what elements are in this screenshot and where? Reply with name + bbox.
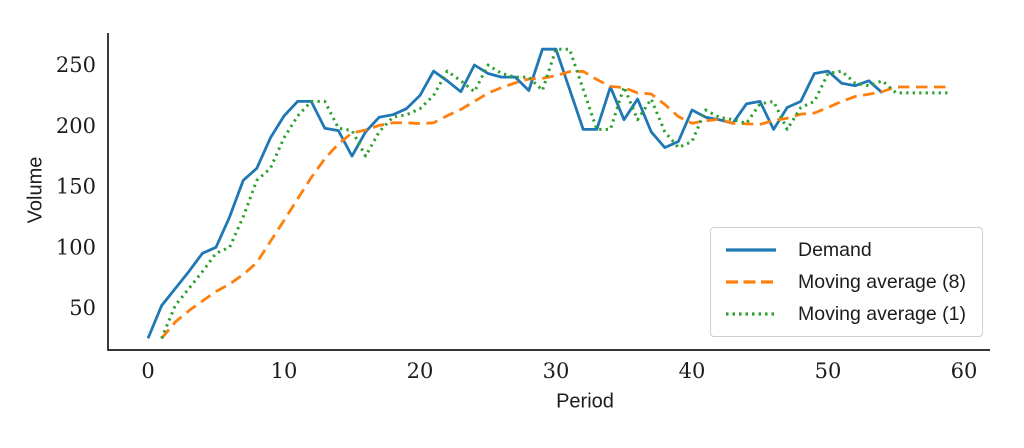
moving-average-1-line (160, 47, 951, 339)
legend-label-moving-average-1: Moving average (1) (798, 302, 966, 325)
x-tick-label: 0 (141, 359, 154, 383)
legend-item-moving-average-8: Moving average (8) (725, 266, 972, 298)
x-tick-label: 30 (543, 359, 570, 383)
legend: Demand Moving average (8) Moving average… (710, 227, 983, 337)
legend-item-demand: Demand (725, 234, 972, 266)
y-axis-title: Volume (24, 156, 47, 224)
moving-average-8-line-sample-icon (726, 280, 776, 284)
demand-line-sample-icon (726, 248, 776, 252)
x-axis-title: Period (556, 390, 614, 413)
moving-average-1-line-sample-icon (726, 312, 776, 316)
y-tick-label: 50 (69, 296, 96, 320)
legend-item-moving-average-1: Moving average (1) (725, 298, 972, 330)
y-tick-label: 200 (56, 114, 96, 138)
legend-label-moving-average-8: Moving average (8) (798, 270, 966, 293)
x-tick-label: 40 (679, 359, 706, 383)
x-tick-label: 10 (271, 359, 298, 383)
x-tick-label: 20 (407, 359, 434, 383)
y-tick-label: 250 (56, 53, 96, 77)
y-tick-label: 150 (56, 175, 96, 199)
x-tick-label: 60 (951, 359, 978, 383)
x-tick-label: 50 (815, 359, 842, 383)
y-tick-label: 100 (56, 235, 96, 259)
axis-spines (107, 33, 990, 351)
demand-line (146, 47, 884, 339)
legend-label-demand: Demand (798, 238, 872, 261)
moving-average-8-line (160, 69, 951, 340)
